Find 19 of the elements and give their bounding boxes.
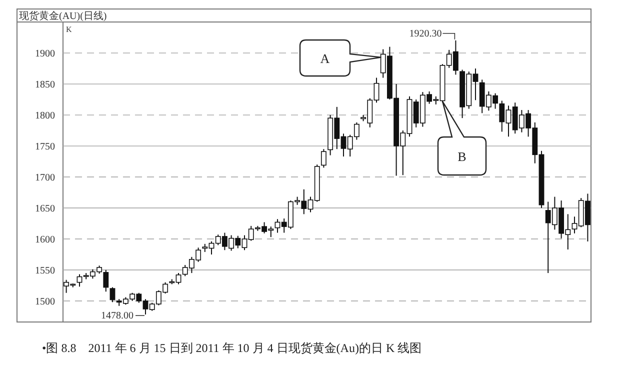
y-tick-label: 1650 (35, 203, 55, 214)
annotation: 1920.30 (409, 28, 442, 40)
y-tick-label: 1900 (35, 48, 55, 60)
chart-title: 现货黄金(AU)(日线) (19, 10, 107, 22)
annotation: K (66, 25, 72, 34)
candlestick (320, 148, 326, 168)
annotation: B (458, 149, 467, 164)
y-tick-label: 1700 (35, 172, 55, 184)
y-tick-label: 1750 (35, 141, 55, 152)
text: •图 8.8 2011 年 6 月 15 日到 2011 年 10 月 4 日现货黄金(Au)的日 K 线图 (42, 341, 422, 355)
candlestick (103, 269, 109, 292)
y-tick-label: 1550 (35, 265, 55, 276)
annotation: A (320, 51, 330, 66)
y-tick-label: 1500 (35, 296, 55, 308)
candlestick (110, 286, 116, 303)
y-tick-label: 1850 (35, 79, 55, 90)
y-tick-label: 1600 (35, 234, 55, 246)
y-tick-label: 1800 (35, 110, 55, 122)
annotation: 1478.00 (101, 310, 134, 322)
